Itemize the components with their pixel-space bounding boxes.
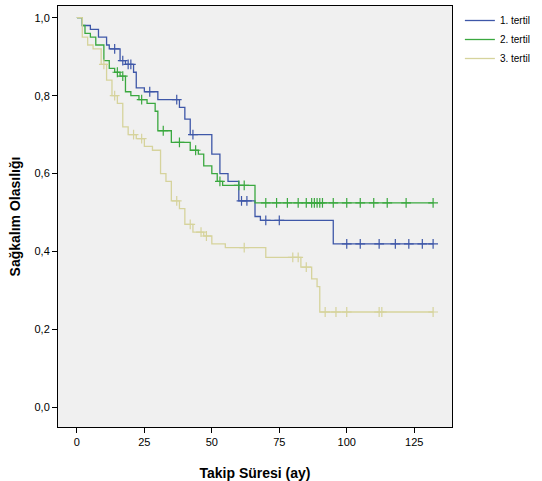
svg-text:125: 125 [405, 436, 423, 448]
svg-text:3. tertil: 3. tertil [500, 53, 530, 64]
svg-text:0,6: 0,6 [35, 167, 50, 179]
svg-text:1,0: 1,0 [35, 12, 50, 24]
svg-text:Sağkalım Olasılığı: Sağkalım Olasılığı [7, 157, 23, 277]
svg-text:0,0: 0,0 [35, 401, 50, 413]
svg-text:Takip Süresi (ay): Takip Süresi (ay) [199, 465, 310, 481]
svg-text:0,4: 0,4 [35, 245, 50, 257]
svg-text:0,8: 0,8 [35, 90, 50, 102]
svg-text:1. tertil: 1. tertil [500, 15, 530, 26]
svg-text:50: 50 [206, 436, 218, 448]
svg-text:0,2: 0,2 [35, 323, 50, 335]
svg-text:100: 100 [338, 436, 356, 448]
svg-text:75: 75 [273, 436, 285, 448]
svg-text:0: 0 [74, 436, 80, 448]
svg-text:2. tertil: 2. tertil [500, 34, 530, 45]
svg-text:25: 25 [138, 436, 150, 448]
